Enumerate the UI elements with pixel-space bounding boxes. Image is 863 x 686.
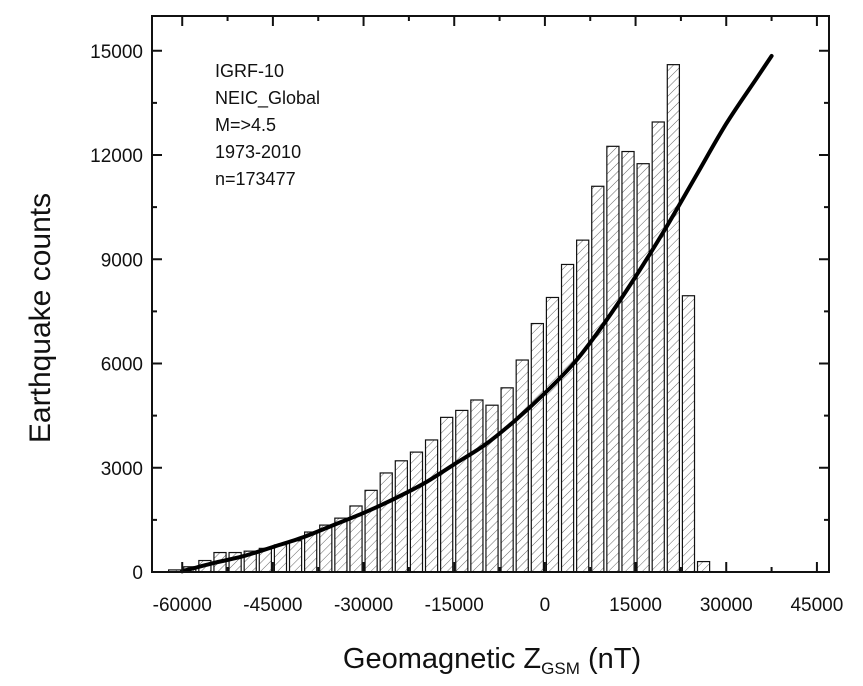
y-tick-label: 6000 xyxy=(101,355,143,376)
bar xyxy=(470,399,484,573)
annotation-period: 1973-2010 xyxy=(215,142,301,162)
y-tick-label: 15000 xyxy=(90,42,143,63)
bar xyxy=(606,145,620,573)
bar xyxy=(455,409,469,573)
x-tick-label: 15000 xyxy=(609,595,662,616)
fit-curve xyxy=(180,53,774,574)
x-axis-title-unit: (nT) xyxy=(580,643,641,675)
y-tick-label: 9000 xyxy=(101,250,143,271)
y-tick-label: 12000 xyxy=(90,146,143,167)
bar xyxy=(545,296,560,573)
bar xyxy=(288,540,303,573)
bar xyxy=(409,451,424,573)
bar xyxy=(591,185,605,573)
bar xyxy=(530,322,545,573)
x-tick-label: -30000 xyxy=(334,595,393,616)
annotation-magnitude: M=>4.5 xyxy=(215,115,276,135)
y-axis-tick-labels: 0 3000 6000 9000 12000 15000 xyxy=(90,42,143,584)
annotation-model: IGRF-10 xyxy=(215,61,284,81)
bar xyxy=(500,387,514,573)
bar xyxy=(485,404,499,573)
x-axis-tick-labels: -60000 -45000 -30000 -15000 0 15000 30000 45000 xyxy=(153,595,844,616)
plot-frame xyxy=(151,15,830,573)
bar xyxy=(576,239,590,573)
bar xyxy=(273,544,288,573)
axis-ticks xyxy=(152,16,829,573)
y-axis-title: Earthquake counts xyxy=(24,193,57,443)
bar xyxy=(319,524,333,573)
x-tick-label: 45000 xyxy=(790,595,843,616)
bar xyxy=(621,150,635,573)
x-axis-title-subscript: GSM xyxy=(541,659,580,678)
x-tick-label: -15000 xyxy=(425,595,484,616)
annotation-catalog: NEIC_Global xyxy=(215,88,320,109)
x-axis-title-main: Geomagnetic Z xyxy=(343,643,541,675)
annotation-block: IGRF-10 NEIC_Global M=>4.5 1973-2010 n=1… xyxy=(215,61,320,189)
y-tick-label: 0 xyxy=(132,563,143,584)
x-tick-label: -60000 xyxy=(153,595,212,616)
x-tick-label: 0 xyxy=(540,595,551,616)
y-tick-label: 3000 xyxy=(101,459,143,480)
x-tick-label: 30000 xyxy=(700,595,753,616)
bar xyxy=(515,359,529,573)
bar xyxy=(696,560,711,573)
bar xyxy=(440,416,454,573)
bar xyxy=(560,263,575,573)
bars xyxy=(168,64,711,573)
bar xyxy=(394,460,408,573)
x-tick-label: -45000 xyxy=(243,595,302,616)
bar xyxy=(334,517,348,573)
bar xyxy=(681,295,696,573)
bar xyxy=(666,64,681,573)
bar xyxy=(651,121,665,573)
bar xyxy=(364,489,378,573)
bar xyxy=(379,472,393,573)
x-axis-title: Geomagnetic ZGSM (nT) xyxy=(343,643,641,678)
bar xyxy=(636,163,650,573)
bar xyxy=(424,439,439,573)
annotation-count: n=173477 xyxy=(215,169,296,189)
